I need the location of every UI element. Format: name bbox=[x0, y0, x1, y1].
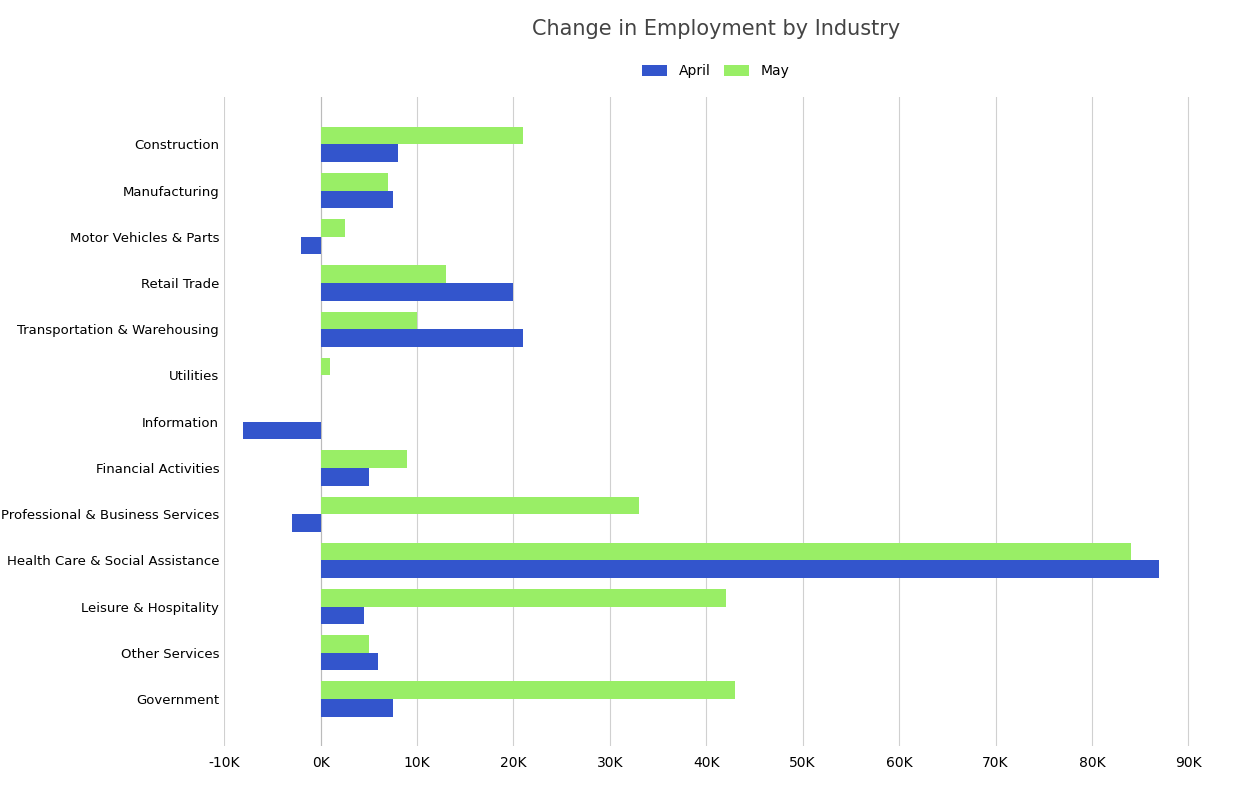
Bar bbox=[320, 468, 369, 486]
Bar bbox=[320, 358, 330, 375]
Bar bbox=[320, 450, 407, 468]
Bar bbox=[320, 219, 345, 237]
Bar bbox=[320, 653, 378, 671]
Bar bbox=[320, 265, 446, 283]
Bar bbox=[320, 191, 393, 208]
Bar bbox=[243, 422, 320, 440]
Bar bbox=[320, 329, 523, 347]
Bar bbox=[320, 607, 364, 624]
Legend: April, May: April, May bbox=[637, 59, 794, 84]
Bar bbox=[320, 589, 726, 607]
Bar bbox=[291, 514, 320, 532]
Bar bbox=[320, 560, 1159, 578]
Bar bbox=[320, 699, 393, 717]
Bar bbox=[320, 127, 523, 144]
Bar bbox=[320, 311, 417, 329]
Bar bbox=[320, 635, 369, 653]
Title: Change in Employment by Industry: Change in Employment by Industry bbox=[532, 19, 900, 39]
Bar bbox=[320, 543, 1130, 560]
Bar bbox=[301, 237, 320, 255]
Bar bbox=[320, 681, 735, 699]
Bar bbox=[320, 144, 397, 162]
Bar bbox=[320, 496, 639, 514]
Bar bbox=[320, 173, 388, 191]
Bar bbox=[320, 283, 513, 301]
